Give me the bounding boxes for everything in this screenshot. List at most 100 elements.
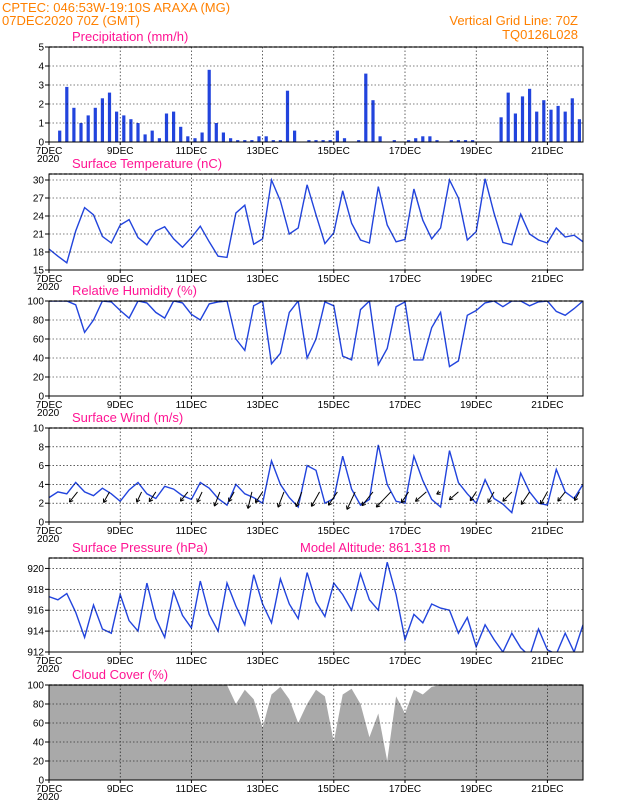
precip-xtick-label: 19DEC bbox=[460, 146, 492, 157]
precip-bar bbox=[164, 113, 169, 142]
precip-bar bbox=[65, 86, 69, 142]
precip-bar bbox=[435, 140, 439, 142]
precip-bar bbox=[528, 88, 532, 142]
wind-arrow bbox=[254, 491, 264, 504]
precip-bar bbox=[456, 140, 460, 142]
wind-xtick-label: 11DEC bbox=[176, 526, 208, 537]
precip-bar bbox=[535, 111, 539, 142]
precip-year-fragment: 2020 bbox=[37, 154, 60, 165]
panels: 0 1 2 3 4 5 7DEC 9DEC 11DEC 13DEC 15DEC 17DEC 19DEC 2… bbox=[27, 29, 584, 800]
cloud-ytick-label: 0 bbox=[38, 776, 44, 787]
wind-arrow bbox=[102, 491, 110, 503]
wind-series-line bbox=[49, 444, 583, 514]
cloud-xtick-label: 13DEC bbox=[246, 784, 278, 795]
temp-frame bbox=[48, 173, 584, 271]
precip-bar bbox=[314, 140, 318, 142]
pressure-xtick-label: 17DEC bbox=[389, 656, 421, 667]
pressure-xtick-label: 19DEC bbox=[460, 656, 492, 667]
precip-bar bbox=[577, 119, 581, 142]
precip-bar bbox=[72, 107, 76, 142]
precip-bar bbox=[122, 115, 126, 142]
precip-bar bbox=[179, 126, 183, 142]
rh-series-line bbox=[49, 301, 583, 368]
wind-ytick-label: 10 bbox=[33, 424, 45, 435]
wind-arrow bbox=[294, 491, 303, 508]
temp-ytick-label: 21 bbox=[33, 230, 45, 241]
precip-xtick-label: 13DEC bbox=[246, 146, 278, 157]
temp-xtick-label: 13DEC bbox=[246, 274, 278, 285]
pressure-title: Surface Pressure (hPa) bbox=[72, 540, 208, 555]
precip-bar bbox=[449, 140, 453, 142]
wind-year-fragment: 2020 bbox=[37, 534, 60, 545]
cloud-year-fragment: 2020 bbox=[37, 792, 60, 800]
wind-xtick-label: 13DEC bbox=[246, 526, 278, 537]
temp-xtick-label: 19DEC bbox=[460, 274, 492, 285]
cloud-xtick-label: 9DEC bbox=[107, 784, 134, 795]
rh-year-fragment: 2020 bbox=[37, 408, 60, 419]
rh-xtick-label: 17DEC bbox=[389, 400, 421, 411]
pressure-panel: 912 914 916 918 920 7DEC 9DEC 11DEC 13DEC 15DEC 17… bbox=[27, 540, 584, 675]
precip-bar bbox=[321, 140, 325, 142]
precip-bar bbox=[264, 136, 268, 142]
wind-arrow bbox=[414, 491, 427, 502]
precip-bar bbox=[407, 140, 411, 142]
precip-bar bbox=[414, 138, 418, 142]
precip-bar bbox=[307, 140, 311, 142]
wind-arrow bbox=[135, 491, 143, 503]
wind-arrow bbox=[502, 491, 513, 502]
pressure-ytick-label: 914 bbox=[27, 627, 44, 638]
precip-bar bbox=[563, 111, 567, 142]
precip-bar bbox=[328, 140, 332, 142]
pressure-ytick-label: 918 bbox=[27, 585, 44, 596]
wind-arrow bbox=[436, 490, 441, 495]
wind-arrow bbox=[196, 491, 203, 503]
rh-frame bbox=[48, 300, 584, 397]
temp-xtick-label: 11DEC bbox=[176, 274, 208, 285]
precip-bar bbox=[549, 109, 553, 142]
wind-arrow bbox=[213, 491, 221, 507]
precip-ytick-label: 1 bbox=[38, 119, 44, 130]
wind-xtick-label: 21DEC bbox=[531, 526, 563, 537]
temp-ytick-label: 24 bbox=[33, 212, 45, 223]
precip-bar bbox=[556, 105, 560, 142]
wind-arrow bbox=[346, 491, 356, 510]
wind-xtick-label: 15DEC bbox=[318, 526, 350, 537]
wind-panel: 0 2 4 6 8 10 7DEC 9DEC 11DEC 13DEC 15DEC 17DEC 19DEC… bbox=[33, 410, 584, 545]
wind-arrow bbox=[557, 491, 566, 502]
precip-bar bbox=[513, 113, 517, 142]
precip-bar bbox=[471, 140, 475, 142]
cloud-ytick-label: 80 bbox=[33, 700, 45, 711]
rh-ytick-label: 80 bbox=[33, 316, 45, 327]
precip-bar bbox=[143, 134, 147, 142]
precip-xtick-label: 15DEC bbox=[318, 146, 350, 157]
pressure-xtick-label: 7DEC bbox=[36, 656, 63, 667]
precip-bar bbox=[499, 117, 503, 142]
pressure-ytick-label: 916 bbox=[27, 606, 44, 617]
wind-title: Surface Wind (m/s) bbox=[72, 410, 183, 425]
precip-bar bbox=[278, 140, 282, 142]
precip-bar bbox=[86, 115, 90, 142]
precip-bar bbox=[93, 107, 97, 142]
cloud-xtick-label: 7DEC bbox=[36, 784, 63, 795]
temp-ytick-label: 15 bbox=[33, 266, 45, 277]
cloud-xtick-label: 19DEC bbox=[460, 784, 492, 795]
wind-arrow bbox=[540, 491, 548, 505]
precip-ytick-label: 3 bbox=[38, 81, 44, 92]
wind-arrow bbox=[148, 491, 157, 503]
wind-arrow bbox=[68, 491, 78, 503]
pressure-ytick-label: 912 bbox=[27, 648, 44, 659]
precip-bar bbox=[421, 136, 425, 142]
wind-arrow bbox=[487, 491, 495, 503]
precip-xtick-label: 11DEC bbox=[176, 146, 208, 157]
rh-xtick-label: 15DEC bbox=[318, 400, 350, 411]
cloud-ytick-label: 60 bbox=[33, 719, 45, 730]
wind-arrow bbox=[361, 491, 374, 507]
precip-bar bbox=[58, 130, 62, 142]
temp-series-line bbox=[49, 177, 583, 264]
precip-xtick-label: 17DEC bbox=[389, 146, 421, 157]
wind-ytick-label: 6 bbox=[38, 461, 44, 472]
rh-xtick-label: 7DEC bbox=[36, 400, 63, 411]
model-id: TQ0126L028 bbox=[502, 27, 578, 42]
wind-arrow bbox=[310, 491, 320, 507]
